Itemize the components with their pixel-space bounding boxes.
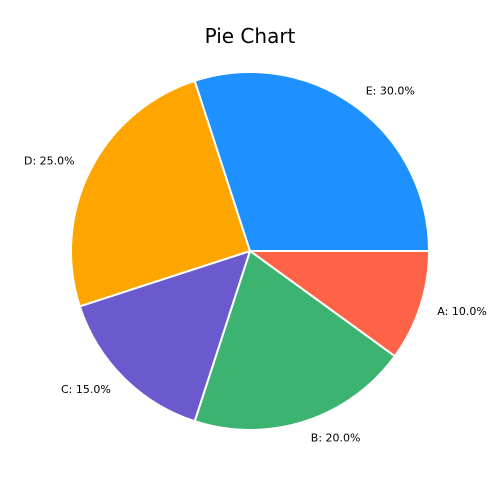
chart-title: Pie Chart [205, 24, 296, 48]
pie-label-a: A: 10.0% [437, 305, 486, 318]
pie-label-c: C: 15.0% [61, 383, 111, 396]
pie-slice-e [193, 71, 431, 252]
pie-labels: A: 10.0% B: 20.0% C: 15.0% D: 25.0% E: 30.0% [24, 85, 487, 445]
pie-slice-d [70, 79, 252, 308]
pie-slice-b [193, 249, 397, 431]
pie-label-e: E: 30.0% [366, 85, 415, 98]
pie-slice-c [78, 249, 252, 423]
pie-slices [70, 71, 431, 431]
pie-slice-a [246, 250, 431, 358]
pie-label-b: B: 20.0% [311, 431, 361, 444]
pie-label-d: D: 25.0% [24, 155, 75, 168]
